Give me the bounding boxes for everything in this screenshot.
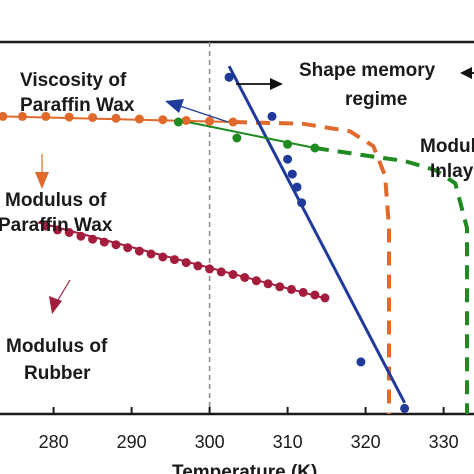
rubber-modulus-arrow bbox=[57, 279, 71, 301]
annotation-viscosity: Viscosity of Paraffin Wax bbox=[20, 70, 135, 116]
svg-text:Paraffin Wax: Paraffin Wax bbox=[0, 215, 113, 236]
modulus-of-rubber-point bbox=[181, 258, 191, 268]
arrow-layer bbox=[35, 67, 474, 314]
modulus-of-rubber-point bbox=[99, 237, 109, 247]
plot-frame bbox=[0, 40, 474, 416]
viscosity-of-paraffin-wax-point bbox=[287, 169, 297, 179]
modulus-of-rubber-point bbox=[158, 252, 168, 262]
modulus-of-rubber-point bbox=[123, 243, 133, 253]
svg-text:Shape memory: Shape memory bbox=[299, 60, 436, 81]
annotation-rubber-modulus: Modulus of Rubber bbox=[6, 336, 108, 384]
x-tick-label: 320 bbox=[351, 432, 381, 452]
plot-area bbox=[0, 40, 474, 416]
modulus-of-paraffin-wax-point bbox=[111, 113, 121, 123]
modulus-of-rubber-point bbox=[134, 246, 144, 256]
modulus-of-rubber-point bbox=[170, 255, 179, 265]
modulus-of-rubber-point bbox=[240, 273, 250, 282]
modulus-of-paraffin-wax-point bbox=[88, 113, 98, 122]
modulus-of-rubber-point bbox=[88, 234, 98, 244]
trend-layer bbox=[232, 120, 469, 414]
modulus-of-inlay-fit-line bbox=[178, 119, 316, 149]
modulus-of-rubber-point bbox=[298, 287, 308, 297]
viscosity-of-paraffin-wax-point bbox=[224, 72, 234, 82]
annotation-paraffin-modulus: Modulus of Paraffin Wax bbox=[0, 190, 113, 236]
modulus-of-rubber-point bbox=[263, 279, 273, 289]
svg-text:Rubber: Rubber bbox=[24, 363, 91, 384]
modulus-of-paraffin-wax-point bbox=[41, 111, 51, 121]
modulus-of-paraffin-wax-point bbox=[64, 112, 74, 122]
svg-text:Modulus of: Modulus of bbox=[5, 190, 107, 211]
rubber-modulus-arrow-head bbox=[49, 296, 62, 314]
shape-memory-arrow-right-head bbox=[270, 78, 283, 90]
svg-text:Modulu: Modulu bbox=[420, 136, 474, 157]
viscosity-of-paraffin-wax-point bbox=[356, 357, 366, 367]
annotation-inlay-modulus: Modulu Inlay bbox=[420, 136, 474, 182]
paraffin-modulus-arrow-head bbox=[35, 172, 49, 189]
viscosity-of-paraffin-wax-point bbox=[297, 198, 307, 208]
viscosity-of-paraffin-wax-point bbox=[292, 182, 302, 192]
x-ticks: 280 290 300 310 320 330 bbox=[39, 407, 459, 452]
modulus-of-inlay-trend bbox=[314, 146, 469, 414]
x-tick-label: 300 bbox=[195, 432, 225, 452]
modulus-of-paraffin-wax-trend bbox=[232, 120, 391, 414]
svg-text:Modulus of: Modulus of bbox=[6, 336, 108, 357]
modulus-of-paraffin-wax-point bbox=[134, 114, 144, 124]
x-tick-label: 310 bbox=[273, 432, 303, 452]
svg-text:Viscosity of: Viscosity of bbox=[20, 70, 127, 91]
svg-text:Paraffin Wax: Paraffin Wax bbox=[20, 95, 135, 116]
modulus-of-paraffin-wax-point bbox=[0, 111, 8, 121]
modulus-of-rubber-point bbox=[76, 231, 86, 241]
modulus-of-paraffin-wax-point bbox=[17, 111, 27, 121]
svg-text:regime: regime bbox=[345, 89, 407, 110]
viscosity-of-paraffin-wax-point bbox=[400, 403, 410, 413]
modulus-of-inlay-point bbox=[173, 117, 183, 127]
x-tick-label: 290 bbox=[117, 432, 147, 452]
annotation-shape-memory: Shape memory regime bbox=[299, 60, 436, 110]
modulus-of-rubber-point bbox=[310, 290, 320, 300]
modulus-of-rubber-point bbox=[146, 249, 156, 259]
modulus-of-paraffin-wax-point bbox=[158, 115, 168, 125]
modulus-of-rubber-point bbox=[216, 267, 226, 277]
modulus-of-rubber-point bbox=[64, 228, 74, 237]
shape-memory-arrow-left-head bbox=[460, 67, 472, 79]
viscosity-arrow-head bbox=[165, 99, 184, 113]
modulus-of-inlay-point bbox=[310, 143, 320, 153]
modulus-of-rubber-point bbox=[111, 240, 121, 250]
x-axis-label: Temperature (K) bbox=[172, 462, 317, 474]
x-tick-label: 280 bbox=[39, 432, 69, 452]
modulus-of-paraffin-wax-point bbox=[205, 116, 215, 126]
modulus-of-rubber-point bbox=[228, 270, 238, 279]
modulus-of-rubber-point bbox=[320, 293, 330, 303]
modulus-of-inlay-point bbox=[232, 133, 242, 143]
svg-text:Inlay: Inlay bbox=[430, 161, 474, 182]
modulus-of-rubber-point bbox=[287, 284, 296, 294]
viscosity-of-paraffin-wax-fit-line bbox=[227, 65, 406, 404]
modulus-of-rubber-point bbox=[275, 282, 285, 292]
modulus-of-rubber-point bbox=[251, 276, 261, 286]
viscosity-of-paraffin-wax-point bbox=[283, 154, 293, 164]
viscosity-arrow bbox=[179, 105, 229, 123]
modulus-of-rubber-point bbox=[41, 221, 51, 231]
modulus-of-paraffin-wax-point bbox=[228, 117, 238, 127]
modulus-of-rubber-point bbox=[205, 264, 215, 274]
modulus-of-rubber-point bbox=[193, 261, 203, 271]
x-tick-label: 330 bbox=[429, 432, 459, 452]
viscosity-of-paraffin-wax-point bbox=[267, 111, 277, 121]
modulus-of-inlay-point bbox=[283, 139, 293, 149]
modulus-of-paraffin-wax-point bbox=[181, 116, 191, 125]
modulus-of-rubber-point bbox=[53, 225, 62, 235]
marker-layer bbox=[0, 72, 410, 413]
